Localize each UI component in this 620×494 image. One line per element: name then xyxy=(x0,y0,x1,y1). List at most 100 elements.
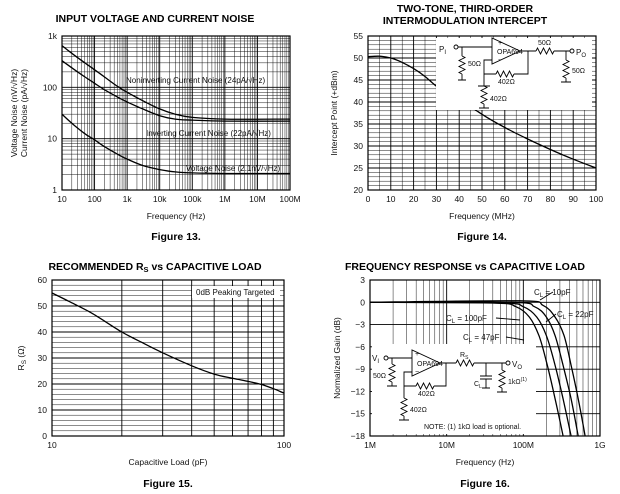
fig14-output-wire xyxy=(520,50,571,83)
fig16-r-gnd-label: 402Ω xyxy=(410,407,427,414)
figure-14: TWO-TONE, THIRD-ORDER INTERMODULATION IN… xyxy=(329,3,603,243)
fig16-r-in-label: 50Ω xyxy=(373,373,386,380)
fig16-xtick: 1G xyxy=(594,440,605,450)
fig14-r-out-label: 50Ω xyxy=(538,40,551,47)
fig16-xtick: 100M xyxy=(513,440,534,450)
fig15-series xyxy=(51,292,285,394)
fig15-ytick: 10 xyxy=(38,405,48,415)
fig13-series xyxy=(61,45,291,175)
fig16-curve-labels: CL = 10pF CL = 100pF CL = 22pF CL = 47pF xyxy=(446,288,594,344)
fig16-vi-label: VI xyxy=(372,354,379,365)
fig14-r-load xyxy=(561,59,571,79)
fig16-series-2 xyxy=(369,301,579,437)
fig16-xlabel: Frequency (Hz) xyxy=(456,457,515,467)
fig16-output-node xyxy=(505,360,511,366)
fig14-xtick: 30 xyxy=(432,194,442,204)
fig16-r-gain-label: 402Ω xyxy=(418,391,435,398)
fig16-ytick: 3 xyxy=(360,275,365,285)
fig14-r-in xyxy=(457,55,467,75)
fig16-label-22pf: CL = 22pF xyxy=(557,310,594,321)
fig14-xtick: 10 xyxy=(386,194,396,204)
fig16-feedback-wire xyxy=(403,362,456,398)
fig15-caption: Figure 15. xyxy=(143,478,193,490)
fig15-ytick: 30 xyxy=(38,353,48,363)
fig14-tick-labels: 0 10 20 30 40 50 60 70 80 90 100 20 25 30 35 40 45 50 55 xyxy=(354,31,604,204)
fig16-r-s xyxy=(455,358,475,368)
fig14-ytick: 35 xyxy=(354,119,364,129)
fig16-xtick: 10M xyxy=(438,440,455,450)
svg-text:−: − xyxy=(415,369,419,376)
fig16-ytick: −6 xyxy=(355,342,365,352)
fig16-series-3 xyxy=(369,300,586,437)
fig14-output-node xyxy=(569,48,575,54)
fig16-ylabel: Normalized Gain (dB) xyxy=(332,317,342,399)
fig16-xtick: 1M xyxy=(364,440,376,450)
fig16-title: FREQUENCY RESPONSE vs CAPACITIVE LOAD xyxy=(345,261,585,273)
fig14-ytick: 55 xyxy=(354,31,364,41)
fig16-cl-label: CL xyxy=(474,381,482,390)
fig13-label-voltage: Voltage Noise (2.1nV/√Hz) xyxy=(186,164,281,173)
fig14-opamp-label: OPA694 xyxy=(497,49,523,56)
fig15-series-0 xyxy=(51,292,285,394)
fig16-label-10pf: CL = 10pF xyxy=(534,288,571,299)
fig13-xtick: 10 xyxy=(57,194,67,204)
fig13-ytick: 100 xyxy=(43,82,57,92)
fig16-opamp xyxy=(411,349,442,377)
fig14-r-in-label: 50Ω xyxy=(468,61,481,68)
fig13-ylabel-2: Current Noise (pA/√Hz) xyxy=(19,69,29,157)
fig16-ytick: −3 xyxy=(355,320,365,330)
fig13-title: INPUT VOLTAGE AND CURRENT NOISE xyxy=(56,13,255,25)
fig13-xtick: 100M xyxy=(279,194,300,204)
figure-15: RECOMMENDED RS vs CAPACITIVE LOAD 10 1000… xyxy=(16,261,291,490)
fig14-xtick: 20 xyxy=(409,194,419,204)
fig16-rs-label: RS xyxy=(460,352,469,361)
fig14-xtick: 70 xyxy=(523,194,533,204)
fig16-note: NOTE: (1) 1kΩ load is optional. xyxy=(424,424,521,431)
fig15-xtick: 100 xyxy=(277,440,291,450)
fig14-r-gain xyxy=(495,69,515,79)
fig16-caption: Figure 16. xyxy=(460,478,510,490)
fig13-xtick: 1M xyxy=(219,194,231,204)
fig13-series-2 xyxy=(61,113,290,175)
fig14-ytick: 30 xyxy=(354,141,364,151)
figure-16: FREQUENCY RESPONSE vs CAPACITIVE LOAD 1M… xyxy=(332,261,606,490)
fig15-xtick: 10 xyxy=(47,440,57,450)
fig15-ylabel: RS (Ω) xyxy=(16,345,28,370)
fig14-title-1: TWO-TONE, THIRD-ORDER xyxy=(397,3,534,15)
fig14-schematic: PI 50Ω + − OPA694 402Ω 402Ω 50Ω 50Ω PO xyxy=(436,37,592,110)
fig14-input-wire xyxy=(458,46,492,81)
fig13-caption: Figure 13. xyxy=(151,231,201,243)
fig15-ytick: 20 xyxy=(38,379,48,389)
fig14-ytick: 45 xyxy=(354,75,364,85)
fig14-ytick: 25 xyxy=(354,163,364,173)
fig14-ylabel: Intercept Point (+dBm) xyxy=(329,70,339,155)
figure-13: INPUT VOLTAGE AND CURRENT NOISE 10 100 1k 1… xyxy=(9,13,301,243)
fig14-xtick: 90 xyxy=(568,194,578,204)
fig14-xtick: 100 xyxy=(589,194,603,204)
fig16-r-load xyxy=(497,369,507,389)
fig16-ytick: −12 xyxy=(351,386,366,396)
fig16-label-47pf: CL = 47pF xyxy=(463,333,500,344)
fig14-xtick: 60 xyxy=(500,194,510,204)
fig16-vo-label: VO xyxy=(512,360,522,371)
fig13-xtick: 10k xyxy=(153,194,167,204)
fig13-xtick: 100k xyxy=(183,194,202,204)
fig16-output-wire xyxy=(474,362,507,393)
fig16-ytick: 0 xyxy=(360,297,365,307)
fig15-ytick: 50 xyxy=(38,301,48,311)
fig14-xlabel: Frequency (MHz) xyxy=(449,211,515,221)
fig16-r-gain xyxy=(415,381,435,391)
svg-text:+: + xyxy=(498,40,502,47)
fig14-r-gain-label: 402Ω xyxy=(498,79,515,86)
fig13-ytick: 1 xyxy=(52,185,57,195)
fig13-xlabel: Frequency (Hz) xyxy=(147,211,206,221)
fig13-series-1 xyxy=(61,60,291,122)
fig13-label-inv: Inverting Current Noise (22pA/√Hz) xyxy=(146,129,271,138)
fig16-r-in xyxy=(387,363,397,383)
fig15-xlabel: Capacitive Load (pF) xyxy=(129,457,208,467)
fig14-po-label: PO xyxy=(576,48,586,59)
fig14-ytick: 40 xyxy=(354,97,364,107)
